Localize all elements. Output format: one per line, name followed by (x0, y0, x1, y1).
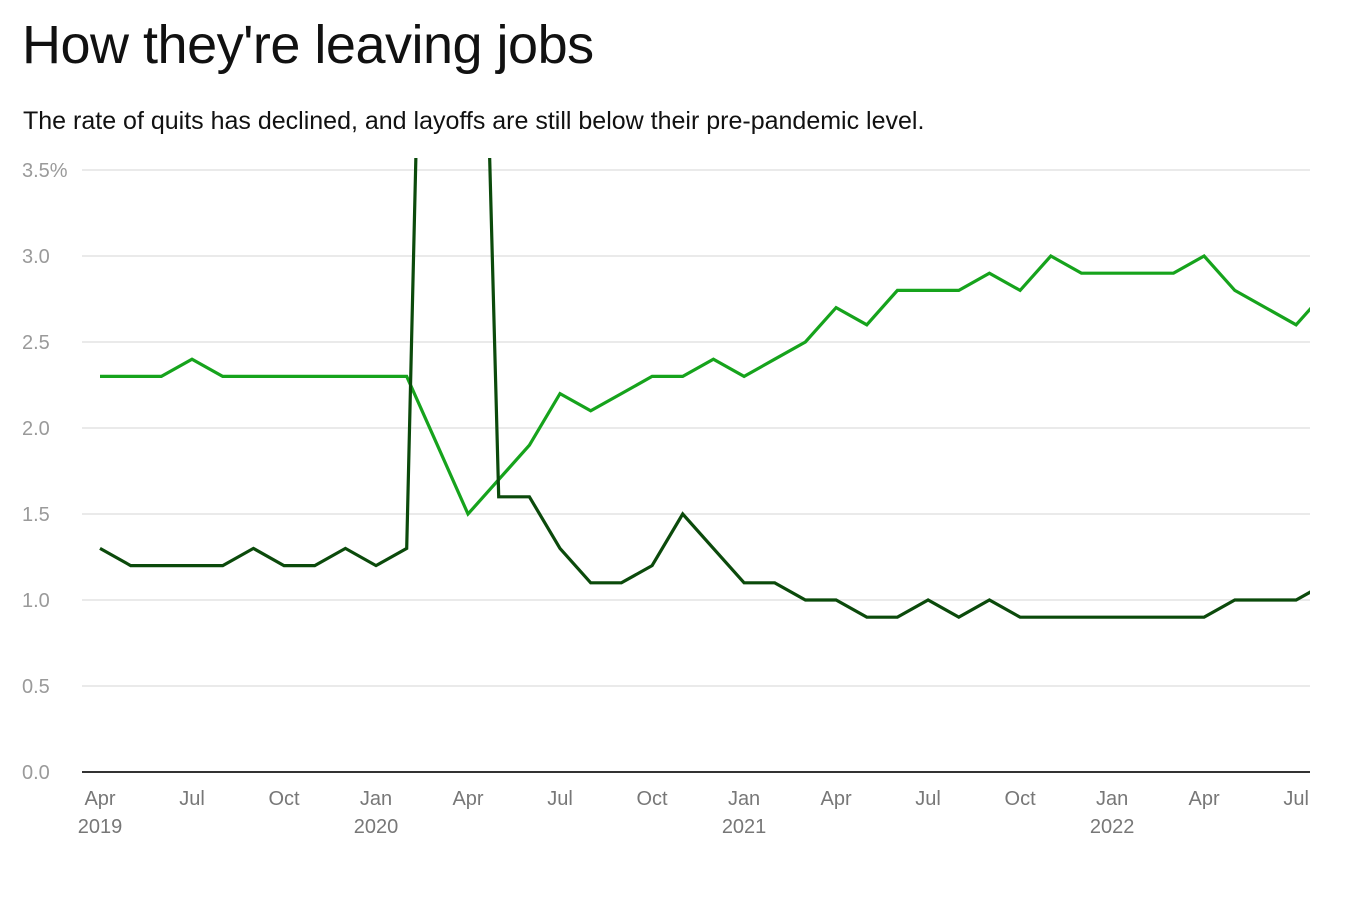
x-tick-label: Oct (1005, 788, 1037, 810)
x-tick-year-label: 2022 (1090, 816, 1135, 838)
plot-series (99, 158, 1310, 620)
y-tick-label: 1.5 (22, 504, 50, 526)
x-tick-label: Jan (360, 788, 392, 810)
x-tick-label: Jul (1283, 788, 1309, 810)
y-axis-labels: 0.0 0.5 1.0 1.5 2.0 2.5 3.0 3.5% (22, 160, 68, 784)
gridlines (82, 169, 1310, 687)
y-tick-label: 0.5 (22, 676, 50, 698)
y-tick-label: 2.5 (22, 332, 50, 354)
x-tick-label: Jan (728, 788, 760, 810)
x-tick-label: Apr (821, 788, 852, 810)
x-tick-label: Oct (636, 788, 668, 810)
x-tick-label: Apr (452, 788, 483, 810)
x-tick-label: Oct (268, 788, 300, 810)
chart-subtitle: The rate of quits has declined, and layo… (23, 107, 925, 135)
y-tick-label: 0.0 (22, 762, 50, 784)
x-tick-year-label: 2020 (354, 816, 399, 838)
x-tick-label: Jul (915, 788, 941, 810)
y-tick-label: 3.0 (22, 246, 50, 268)
y-tick-label: 2.0 (22, 418, 50, 440)
x-tick-label: Apr (1189, 788, 1220, 810)
x-tick-label: Jan (1096, 788, 1128, 810)
x-tick-year-label: 2019 (78, 816, 123, 838)
series-line-layoffs (99, 158, 1310, 620)
x-tick-label: Jul (547, 788, 573, 810)
x-tick-label: Apr (84, 788, 115, 810)
y-tick-label: 1.0 (22, 590, 50, 612)
series-line-quits (100, 253, 1310, 517)
chart-title: How they're leaving jobs (22, 15, 594, 75)
x-tick-label: Jul (179, 788, 205, 810)
x-tick-year-label: 2021 (722, 816, 767, 838)
x-axis: Apr 2019 Jul Oct Jan 2020 Apr Jul Oct Jan 2021 Apr J… (78, 771, 1310, 838)
y-tick-label: 3.5% (22, 160, 68, 182)
